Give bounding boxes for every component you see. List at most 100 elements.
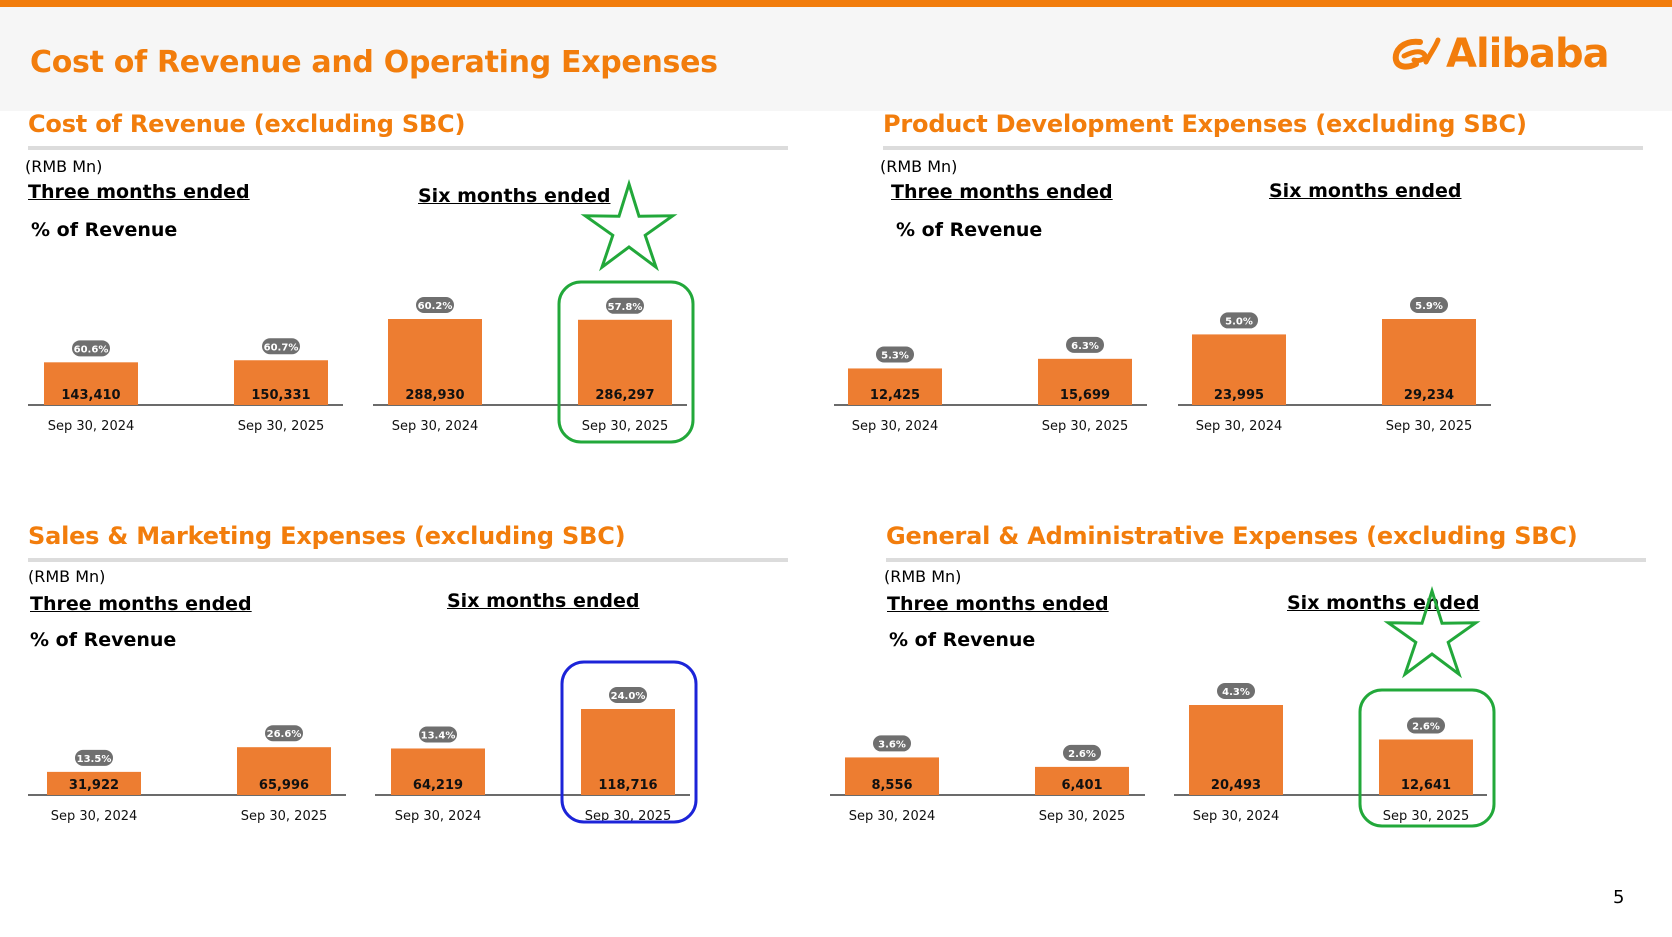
pct-pill	[72, 340, 110, 357]
bar-value-label: 288,930	[405, 388, 464, 403]
category-tick-label: Sep 30, 2025	[585, 809, 672, 824]
pct-of-revenue-value: 13.5%	[77, 754, 112, 765]
cost-of-revenue-chart: 143,410 60.6% Sep 30, 2024 150,331 60.7% Sep …	[28, 178, 695, 444]
bar-value-label: 29,234	[1404, 388, 1454, 403]
panel-divider	[886, 558, 1646, 562]
star-icon	[580, 178, 678, 272]
six-months-header: Six months ended	[418, 185, 611, 207]
category-tick-label: Sep 30, 2024	[392, 419, 479, 434]
pct-of-revenue-value: 5.0%	[1225, 316, 1253, 327]
pct-of-revenue-value: 2.6%	[1412, 721, 1440, 732]
bar-value-label: 143,410	[61, 388, 120, 403]
sales-marketing-chart: 31,922 13.5% Sep 30, 2024 65,996 26.6% Sep 30…	[28, 660, 698, 824]
category-tick-label: Sep 30, 2024	[395, 809, 482, 824]
bar-value-label: 118,716	[598, 778, 657, 793]
panel-title: Sales & Marketing Expenses (excluding SB…	[28, 522, 626, 550]
category-tick-label: Sep 30, 2024	[849, 809, 936, 824]
pct-of-revenue-value: 57.8%	[608, 302, 643, 313]
panel-title: Product Development Expenses (excluding …	[883, 110, 1527, 138]
panel-title: General & Administrative Expenses (exclu…	[886, 522, 1578, 550]
category-tick-label: Sep 30, 2025	[1383, 809, 1470, 824]
pct-of-revenue-value: 3.6%	[878, 739, 906, 750]
unit-label: (RMB Mn)	[884, 567, 962, 586]
pct-of-revenue-value: 5.9%	[1415, 301, 1443, 312]
category-tick-label: Sep 30, 2024	[51, 809, 138, 824]
page-title: Cost of Revenue and Operating Expenses	[30, 45, 718, 80]
three-months-header: Three months ended	[887, 593, 1109, 615]
pct-pill	[265, 725, 303, 742]
general-admin-chart: 8,556 3.6% Sep 30, 2024 6,401 2.6% Sep 30, 20…	[830, 585, 1496, 828]
bar-value-label: 12,425	[870, 388, 920, 403]
pct-pill	[1410, 297, 1448, 313]
bar	[1382, 319, 1476, 405]
category-tick-label: Sep 30, 2025	[1039, 809, 1126, 824]
category-tick-label: Sep 30, 2024	[852, 419, 939, 434]
bar	[1038, 358, 1132, 405]
bar	[1189, 705, 1283, 795]
pct-pill	[75, 749, 113, 766]
category-tick-label: Sep 30, 2025	[582, 419, 669, 434]
panel-divider	[28, 558, 788, 562]
category-tick-label: Sep 30, 2025	[238, 419, 325, 434]
bar-value-label: 65,996	[259, 778, 309, 793]
pct-of-revenue-value: 4.3%	[1222, 687, 1250, 698]
pct-of-revenue-value: 13.4%	[421, 730, 456, 741]
highlight-box	[560, 660, 698, 824]
slide-header: Cost of Revenue and Operating Expenses A…	[0, 7, 1672, 111]
sales-marketing-panel: Sales & Marketing Expenses (excluding SB…	[28, 522, 828, 923]
category-tick-label: Sep 30, 2024	[1193, 809, 1280, 824]
pct-of-revenue-value: 2.6%	[1068, 749, 1096, 760]
pct-pill	[1217, 683, 1255, 699]
panel-title: Cost of Revenue (excluding SBC)	[28, 110, 466, 138]
pct-of-revenue-label: % of Revenue	[30, 629, 177, 651]
bar	[391, 748, 485, 795]
bar	[845, 757, 939, 795]
bar	[1035, 766, 1129, 795]
pct-of-revenue-value: 6.3%	[1071, 341, 1099, 352]
bar-value-label: 15,699	[1060, 388, 1110, 403]
bar	[1192, 334, 1286, 405]
six-months-header: Six months ended	[447, 590, 640, 612]
cost-of-revenue-panel: Cost of Revenue (excluding SBC) (RMB Mn)…	[25, 110, 828, 511]
bar-value-label: 23,995	[1214, 388, 1264, 403]
bar-value-label: 12,641	[1401, 778, 1451, 793]
bar-value-label: 31,922	[69, 778, 119, 793]
bar-value-label: 6,401	[1061, 778, 1102, 793]
category-tick-label: Sep 30, 2025	[1042, 419, 1129, 434]
pct-pill	[609, 687, 647, 703]
category-tick-label: Sep 30, 2024	[1196, 419, 1283, 434]
bar	[848, 368, 942, 405]
bar-value-label: 8,556	[871, 778, 912, 793]
panel-divider	[883, 146, 1643, 150]
bar	[1379, 739, 1473, 795]
unit-label: (RMB Mn)	[880, 157, 958, 176]
bar	[578, 319, 672, 405]
star-icon	[1383, 585, 1481, 679]
general-admin-panel: General & Administrative Expenses (exclu…	[830, 522, 1672, 923]
top-accent-bar	[0, 0, 1672, 7]
product-development-chart: 12,425 5.3% Sep 30, 2024 15,699 6.3% Sep 30, …	[834, 297, 1491, 434]
pct-of-revenue-value: 5.3%	[881, 350, 909, 361]
bar	[234, 360, 328, 405]
pct-pill	[873, 735, 911, 752]
six-months-header: Six months ended	[1269, 180, 1462, 202]
pct-pill	[416, 297, 454, 313]
pct-of-revenue-value: 60.6%	[74, 344, 109, 355]
bar	[44, 362, 138, 405]
bar-value-label: 150,331	[251, 388, 310, 403]
bar-value-label: 286,297	[595, 388, 654, 403]
pct-of-revenue-value: 60.7%	[264, 342, 299, 353]
unit-label: (RMB Mn)	[28, 567, 106, 586]
bar	[388, 319, 482, 405]
panel-divider	[28, 146, 788, 150]
category-tick-label: Sep 30, 2025	[1386, 419, 1473, 434]
bar	[47, 771, 141, 795]
unit-label: (RMB Mn)	[25, 157, 103, 176]
product-development-panel: Product Development Expenses (excluding …	[834, 110, 1672, 511]
three-months-header: Three months ended	[891, 181, 1113, 203]
pct-pill	[1407, 717, 1445, 734]
bar	[237, 747, 331, 795]
pct-pill	[606, 297, 644, 314]
pct-of-revenue-value: 24.0%	[611, 691, 646, 702]
alibaba-logo: Alibaba	[1390, 29, 1610, 79]
